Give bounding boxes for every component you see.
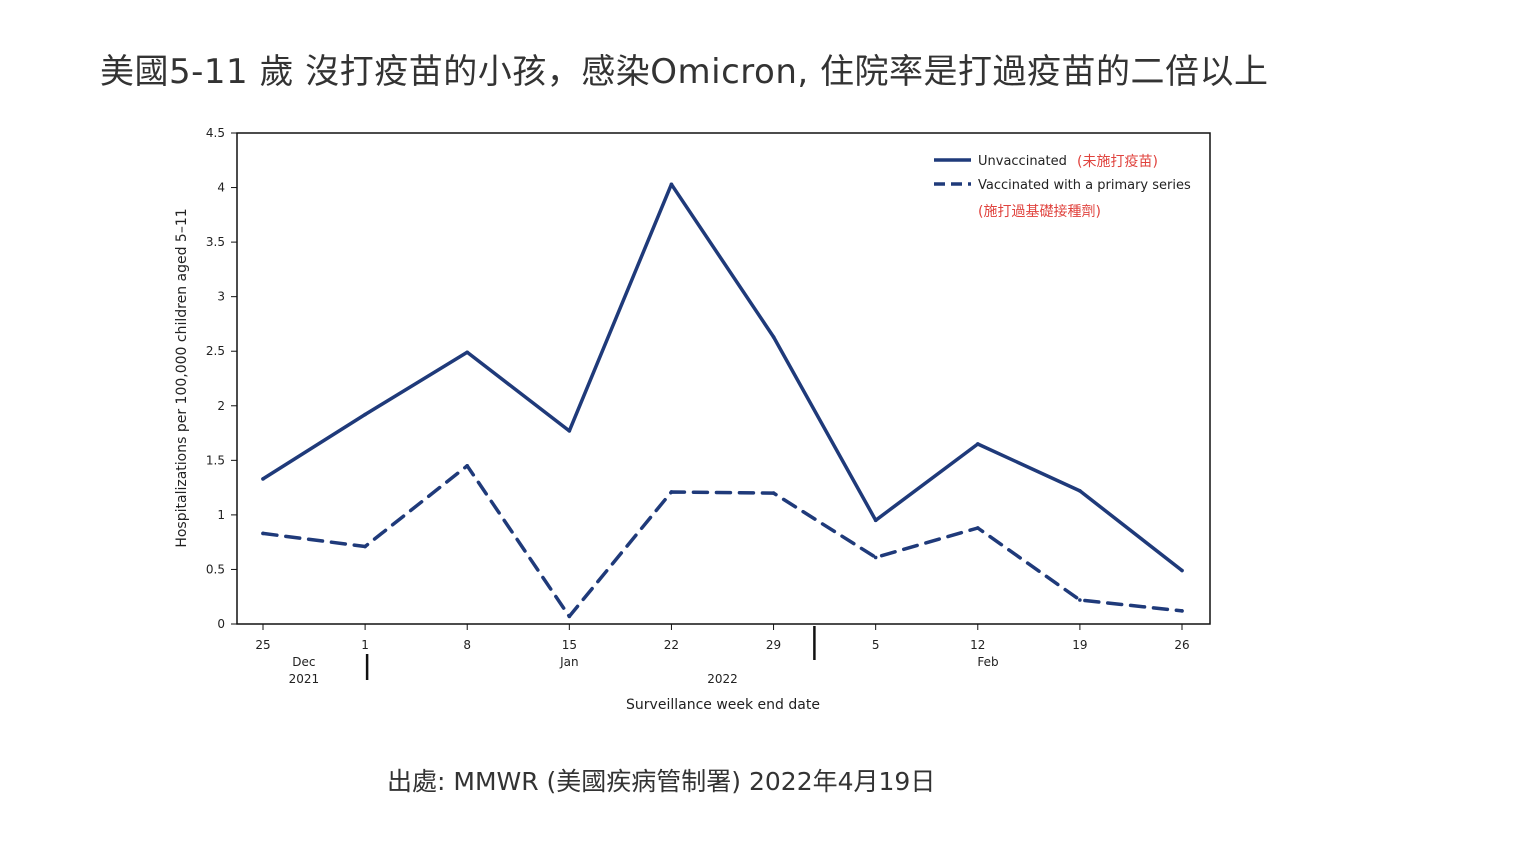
legend-note-vaccinated: (施打過基礎接種劑) <box>978 203 1101 220</box>
data-point-vaccinated <box>567 614 572 619</box>
page-title: 美國5-11 歲 沒打疫苗的小孩，感染Omicron, 住院率是打過疫苗的二倍以… <box>100 52 1269 92</box>
x-tick-label: 22 <box>664 638 679 652</box>
legend-label-unvaccinated: Unvaccinated <box>978 154 1067 169</box>
data-point-unvaccinated <box>567 429 572 433</box>
data-point-unvaccinated <box>975 442 980 446</box>
y-tick-label: 2.5 <box>206 344 225 358</box>
y-tick-label: 3 <box>217 290 225 304</box>
data-point-vaccinated <box>975 526 980 530</box>
data-point-vaccinated <box>873 555 878 560</box>
x-tick-label: 29 <box>766 638 781 652</box>
data-point-unvaccinated <box>771 335 776 339</box>
y-axis: 0 0.5 1 1.5 2 2.5 3 3.5 4 4.5 <box>206 126 237 631</box>
x-axis-title: Surveillance week end date <box>626 697 820 713</box>
data-point-unvaccinated <box>465 350 470 355</box>
data-point-vaccinated <box>363 544 367 549</box>
y-tick-label: 4 <box>217 181 225 195</box>
data-point-unvaccinated <box>1078 489 1082 493</box>
data-point-unvaccinated <box>363 412 367 417</box>
data-point-vaccinated <box>261 531 265 536</box>
data-point-unvaccinated <box>261 477 265 481</box>
series-line-unvaccinated <box>261 182 1184 573</box>
series-layer <box>261 182 1184 619</box>
source-note: 出處: MMWR (美國疾病管制署) 2022年4月19日 <box>387 767 936 796</box>
x-tick-label: 5 <box>872 638 880 652</box>
y-tick-label: 1 <box>217 508 225 522</box>
x-tick-label: 25 <box>255 638 270 652</box>
data-point-vaccinated <box>1180 609 1184 613</box>
x-tick-label: 15 <box>562 638 577 652</box>
x-tick-label: 12 <box>970 638 985 652</box>
x-tick-label: 8 <box>463 638 471 652</box>
month-label: 2021 <box>289 672 320 686</box>
y-tick-label: 0.5 <box>206 562 225 576</box>
data-point-unvaccinated <box>669 182 674 187</box>
legend-note-unvaccinated: (未施打疫苗) <box>1077 153 1158 170</box>
data-point-vaccinated <box>1078 598 1082 602</box>
series-line-vaccinated <box>261 464 1184 619</box>
data-point-unvaccinated <box>873 518 878 523</box>
month-label: Dec <box>292 655 315 669</box>
month-label: Feb <box>977 655 998 669</box>
month-label: Jan <box>559 655 579 669</box>
data-point-vaccinated <box>669 490 674 494</box>
y-tick-label: 0 <box>217 617 225 631</box>
data-point-unvaccinated <box>1180 568 1184 573</box>
plot-frame <box>236 132 1211 625</box>
data-point-vaccinated <box>771 491 776 495</box>
month-label: 2022 <box>707 672 738 686</box>
y-tick-label: 4.5 <box>206 126 225 140</box>
legend-label-vaccinated: Vaccinated with a primary series <box>978 178 1191 193</box>
y-tick-label: 3.5 <box>206 235 225 249</box>
x-tick-label: 19 <box>1072 638 1087 652</box>
y-tick-label: 1.5 <box>206 453 225 467</box>
legend: Unvaccinated (未施打疫苗) Vaccinated with a p… <box>934 153 1191 220</box>
x-tick-label: 26 <box>1174 638 1189 652</box>
y-axis-title: Hospitalizations per 100,000 children ag… <box>174 208 190 547</box>
x-axis: 25 1 8 15 22 29 5 12 19 26 Dec 2021 Jan 2022 Feb <box>255 624 1190 686</box>
x-tick-label: 1 <box>361 638 369 652</box>
y-tick-label: 2 <box>217 399 225 413</box>
data-point-vaccinated <box>465 463 470 468</box>
